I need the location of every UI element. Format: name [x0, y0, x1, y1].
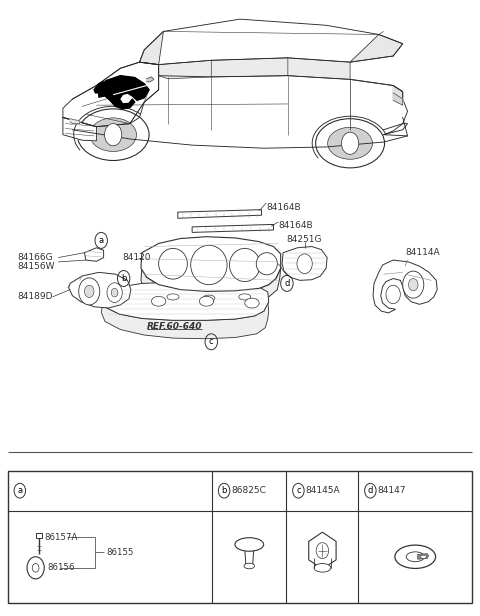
Text: 86155: 86155: [106, 548, 133, 557]
Text: 84147: 84147: [378, 486, 406, 495]
Polygon shape: [63, 118, 96, 141]
Polygon shape: [140, 31, 163, 65]
Ellipse shape: [256, 253, 277, 275]
Polygon shape: [158, 60, 211, 79]
Text: c: c: [296, 486, 300, 495]
Polygon shape: [373, 260, 437, 313]
Circle shape: [386, 285, 400, 304]
Ellipse shape: [245, 298, 259, 308]
Text: 86156: 86156: [47, 563, 74, 572]
Circle shape: [341, 132, 359, 155]
Ellipse shape: [244, 563, 254, 569]
Circle shape: [316, 543, 329, 559]
Text: 86157A: 86157A: [45, 533, 78, 541]
Text: 84114A: 84114A: [405, 248, 440, 257]
Polygon shape: [393, 86, 403, 99]
Text: 84120: 84120: [123, 253, 151, 262]
Polygon shape: [393, 93, 403, 105]
Ellipse shape: [77, 109, 149, 161]
Text: d: d: [368, 486, 373, 495]
Polygon shape: [282, 246, 327, 280]
Ellipse shape: [90, 118, 136, 152]
Polygon shape: [350, 34, 403, 62]
Text: 86825C: 86825C: [231, 486, 266, 495]
Polygon shape: [82, 90, 149, 124]
Text: b: b: [121, 274, 126, 283]
Circle shape: [105, 124, 122, 146]
Ellipse shape: [328, 128, 372, 160]
Circle shape: [107, 283, 122, 302]
Circle shape: [79, 278, 100, 305]
Polygon shape: [147, 77, 154, 82]
Text: 84156W: 84156W: [17, 262, 55, 270]
Ellipse shape: [229, 248, 260, 282]
Bar: [8, 471, 472, 603]
Text: d: d: [284, 279, 289, 288]
Ellipse shape: [152, 296, 166, 306]
Circle shape: [84, 285, 94, 298]
Text: a: a: [17, 486, 23, 495]
Ellipse shape: [406, 552, 424, 562]
Text: 84145A: 84145A: [306, 486, 340, 495]
Circle shape: [111, 288, 118, 297]
Text: REF.60-640: REF.60-640: [147, 322, 202, 331]
Polygon shape: [288, 58, 350, 79]
Circle shape: [403, 271, 424, 298]
Polygon shape: [84, 248, 104, 261]
Ellipse shape: [191, 245, 227, 285]
Text: b: b: [221, 486, 227, 495]
Circle shape: [408, 278, 418, 291]
Circle shape: [297, 254, 312, 274]
Polygon shape: [418, 554, 429, 559]
Ellipse shape: [420, 555, 426, 558]
Ellipse shape: [203, 295, 215, 301]
Ellipse shape: [167, 294, 179, 300]
Ellipse shape: [239, 294, 251, 300]
Text: a: a: [99, 236, 104, 245]
Ellipse shape: [316, 119, 384, 168]
Ellipse shape: [395, 545, 435, 569]
Bar: [36, 533, 42, 538]
Polygon shape: [70, 119, 80, 124]
Polygon shape: [244, 545, 254, 566]
Polygon shape: [104, 282, 269, 320]
Text: 84166G: 84166G: [17, 253, 53, 262]
Polygon shape: [309, 532, 336, 569]
Polygon shape: [94, 82, 106, 93]
Ellipse shape: [314, 564, 331, 572]
Polygon shape: [141, 268, 281, 305]
Polygon shape: [192, 224, 274, 232]
Text: c: c: [209, 338, 214, 346]
Ellipse shape: [199, 296, 214, 306]
Text: 84251G: 84251G: [287, 235, 323, 244]
Text: 84189D: 84189D: [17, 293, 53, 301]
Polygon shape: [99, 76, 149, 109]
Polygon shape: [69, 272, 131, 308]
Text: 84164B: 84164B: [278, 221, 313, 230]
Polygon shape: [63, 62, 158, 127]
Polygon shape: [211, 58, 288, 77]
Polygon shape: [141, 237, 281, 291]
Polygon shape: [101, 300, 269, 339]
Ellipse shape: [158, 248, 187, 279]
Text: 84164B: 84164B: [266, 203, 301, 212]
Polygon shape: [178, 209, 262, 218]
Ellipse shape: [235, 538, 264, 551]
